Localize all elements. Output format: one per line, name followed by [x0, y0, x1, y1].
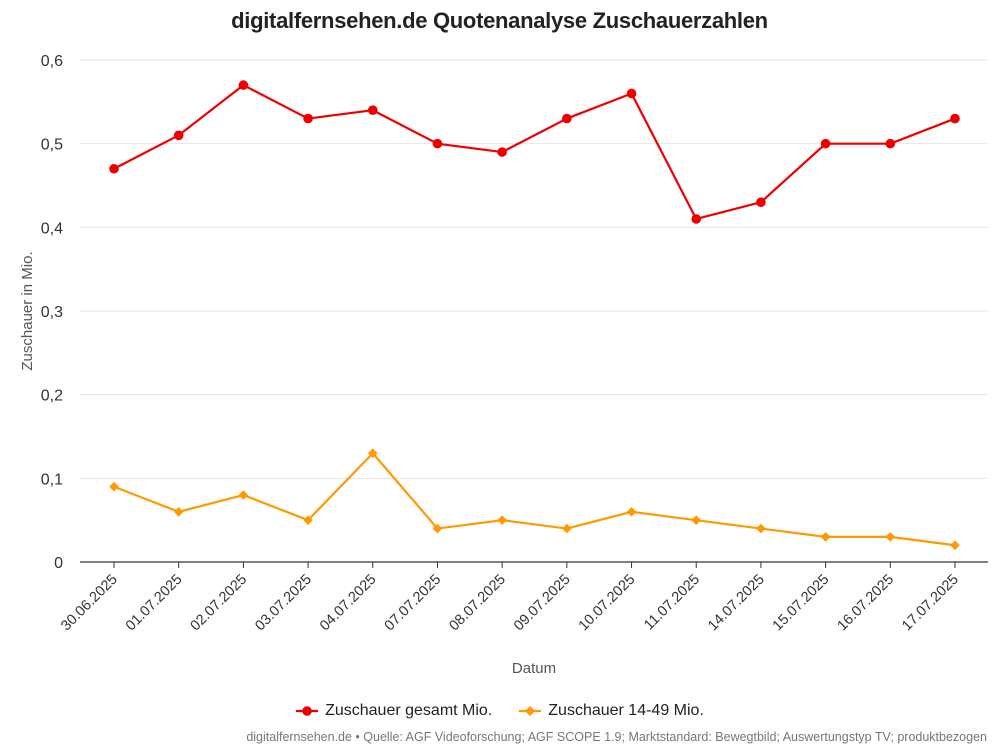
data-point[interactable]: [432, 523, 443, 534]
x-tick-label: 17.07.2025: [899, 572, 962, 635]
grid-lines: [80, 59, 988, 479]
y-axis-title: Zuschauer in Mio.: [19, 251, 36, 370]
legend-item[interactable]: Zuschauer gesamt Mio.: [295, 702, 492, 720]
data-point[interactable]: [820, 532, 831, 542]
x-tick-label: 10.07.2025: [576, 572, 639, 635]
data-point[interactable]: [497, 147, 507, 157]
axes: 00,10,20,30,40,50,630.06.2025 01.07.2025 0…: [41, 53, 988, 634]
x-tick-label: 15.07.2025: [770, 572, 833, 635]
y-tick-label: 0,2: [41, 388, 63, 405]
legend-label: Zuschauer 14-49 Mio.: [548, 702, 704, 719]
data-point[interactable]: [109, 481, 119, 492]
data-point[interactable]: [885, 532, 896, 542]
series-line: [113, 452, 956, 547]
series-group: [109, 448, 960, 551]
data-point[interactable]: [885, 138, 896, 149]
y-tick-label: 0,5: [41, 137, 63, 154]
data-point[interactable]: [432, 138, 443, 149]
y-tick-label: 0,3: [41, 304, 63, 321]
legend-item[interactable]: Zuschauer 14-49 Mio.: [518, 702, 704, 720]
data-point[interactable]: [562, 113, 572, 124]
x-tick-label: 14.07.2025: [705, 572, 768, 635]
x-axis-title: Datum: [512, 660, 556, 677]
source-note: digitalfernsehen.de • Quelle: AGF Videof…: [246, 730, 987, 744]
data-point[interactable]: [756, 197, 766, 208]
chart-title: digitalfernsehen.de Quotenanalyse Zuscha…: [231, 8, 768, 33]
data-point[interactable]: [367, 448, 378, 459]
x-tick-label: 09.07.2025: [511, 572, 574, 635]
data-point[interactable]: [238, 80, 249, 90]
x-tick-label: 02.07.2025: [188, 572, 251, 635]
y-tick-label: 0,4: [41, 220, 63, 237]
legend: Zuschauer gesamt Mio. Zuschauer 14-49 Mio…: [0, 702, 999, 720]
data-point[interactable]: [303, 515, 313, 525]
y-tick-label: 0,6: [41, 53, 63, 70]
series-line: [113, 83, 956, 221]
data-point[interactable]: [109, 163, 119, 174]
data-point[interactable]: [950, 540, 960, 551]
data-point[interactable]: [173, 130, 184, 141]
legend-circle-marker-icon: [296, 706, 319, 716]
data-point[interactable]: [303, 113, 313, 124]
y-tick-label: 0,1: [41, 471, 63, 488]
y-tick-label: 0: [54, 555, 63, 572]
series-group: [109, 80, 960, 224]
series-layer: [109, 80, 960, 551]
data-point[interactable]: [691, 515, 702, 525]
data-point[interactable]: [497, 515, 507, 525]
legend-label: Zuschauer gesamt Mio.: [325, 702, 493, 719]
x-tick-label: 07.07.2025: [382, 572, 445, 635]
data-point[interactable]: [756, 523, 766, 534]
data-point[interactable]: [562, 523, 572, 534]
x-tick-label: 11.07.2025: [641, 572, 703, 634]
data-point[interactable]: [950, 113, 960, 124]
data-point[interactable]: [367, 105, 378, 115]
x-tick-label: 03.07.2025: [252, 572, 315, 635]
x-tick-label: 04.07.2025: [317, 572, 380, 635]
x-tick-label: 16.07.2025: [835, 572, 898, 635]
legend-diamond-marker-icon: [519, 706, 542, 716]
x-tick-label: 01.07.2025: [123, 572, 186, 635]
data-point[interactable]: [820, 138, 831, 149]
data-point[interactable]: [626, 88, 637, 99]
data-point[interactable]: [691, 214, 702, 224]
data-point[interactable]: [626, 507, 637, 517]
data-point[interactable]: [238, 490, 249, 500]
x-tick-label: 08.07.2025: [446, 572, 509, 635]
data-point[interactable]: [173, 507, 184, 517]
x-tick-label: 30.06.2025: [58, 572, 121, 635]
line-chart: 00,10,20,30,40,50,630.06.2025 01.07.2025 0…: [19, 53, 988, 677]
